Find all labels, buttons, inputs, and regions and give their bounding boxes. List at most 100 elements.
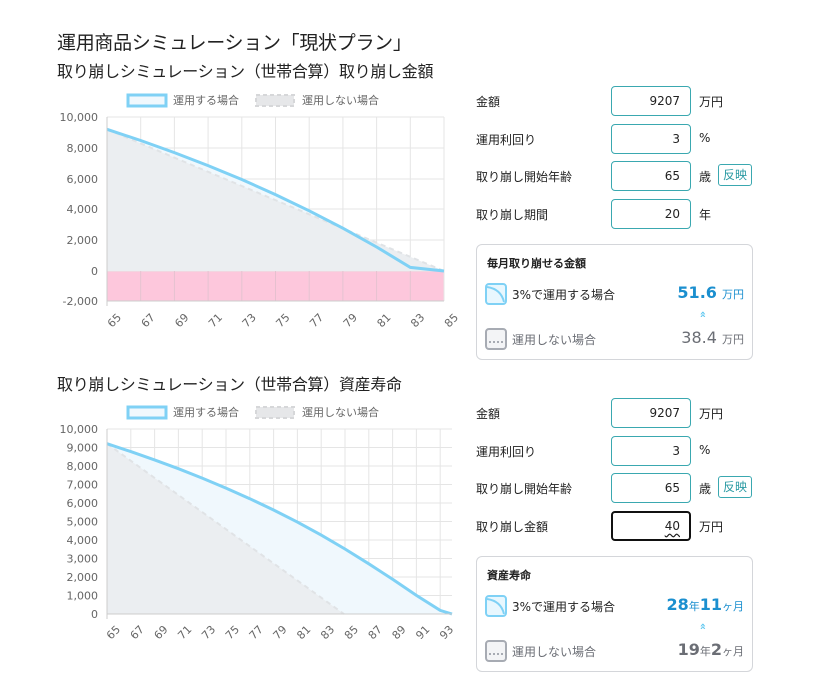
start-age-label: 取り崩し開始年齢	[476, 482, 573, 496]
yield-label: 運用利回り	[476, 445, 537, 459]
legend-swatch-with-invest	[126, 405, 168, 420]
legend-label-with-invest: 運用する場合	[173, 405, 239, 419]
yield-unit: %	[699, 131, 711, 145]
chart1-plot	[106, 116, 445, 306]
svg-text:65: 65	[105, 311, 124, 330]
withdrawal-period-input[interactable]: 20	[611, 199, 691, 229]
form2-yield-row: 運用利回り 3 %	[476, 436, 766, 466]
chart1-x-axis: 65 67 69 71 73 75 77 79 81 83 85	[105, 311, 460, 330]
apply-button[interactable]: 反映	[718, 164, 753, 186]
svg-text:73: 73	[199, 623, 218, 642]
form1-amount-row: 金額 9207 万円	[476, 86, 766, 116]
chart2-plot	[106, 428, 453, 619]
withdrawal-amount-input[interactable]: 40	[611, 511, 691, 541]
apply-button[interactable]: 反映	[718, 476, 753, 498]
asset-longevity-chart: 運用する場合 運用しない場合	[60, 405, 457, 642]
svg-text:83: 83	[318, 623, 337, 642]
svg-text:8,000: 8,000	[67, 460, 99, 473]
without-invest-label: 運用しない場合	[512, 333, 597, 347]
svg-text:8,000: 8,000	[67, 142, 99, 155]
legend-label-without-invest: 運用しない場合	[302, 405, 379, 419]
with-invest-label: 3%で運用する場合	[512, 600, 616, 614]
svg-text:0: 0	[91, 608, 98, 621]
svg-text:75: 75	[223, 623, 242, 642]
svg-text:2,000: 2,000	[67, 571, 99, 584]
with-invest-row: 3%で運用する場合 51.6 万円	[485, 283, 744, 305]
page-title: 運用商品シミュレーション「現状プラン」	[57, 32, 412, 54]
form1-start-age-row: 取り崩し開始年齢 65 歳 反映	[476, 161, 766, 191]
legend-swatch-without-invest	[255, 94, 295, 107]
svg-text:67: 67	[139, 311, 158, 330]
no-invest-dotted-icon	[485, 640, 507, 662]
withdrawal-amount-unit: 万円	[699, 520, 724, 534]
chart1-y-axis: 10,000 8,000 6,000 4,000 2,000 0 -2,000	[60, 111, 99, 308]
yield-unit: %	[699, 443, 711, 457]
start-age-input[interactable]: 65	[611, 161, 691, 191]
without-invest-row: 運用しない場合 19年2ヶ月	[485, 640, 744, 662]
svg-text:75: 75	[273, 311, 292, 330]
svg-text:5,000: 5,000	[67, 516, 99, 529]
card-title: 資産寿命	[487, 569, 531, 582]
section2-title: 取り崩しシミュレーション（世帯合算）資産寿命	[57, 375, 402, 394]
svg-text:6,000: 6,000	[67, 497, 99, 510]
withdrawal-amount-chart: 運用する場合 運用しない場合	[60, 93, 461, 330]
svg-text:77: 77	[307, 311, 326, 330]
amount-input[interactable]: 9207	[611, 86, 691, 116]
svg-text:3,000: 3,000	[67, 553, 99, 566]
svg-text:10,000: 10,000	[60, 423, 99, 436]
svg-text:81: 81	[294, 623, 313, 642]
without-invest-row: 運用しない場合 38.4 万円	[485, 328, 744, 350]
amount-input[interactable]: 9207	[611, 398, 691, 428]
form2-start-age-row: 取り崩し開始年齢 65 歳 反映	[476, 473, 766, 503]
with-invest-value: 51.6 万円	[677, 283, 744, 302]
svg-text:1,000: 1,000	[67, 590, 99, 603]
legend-label-without-invest: 運用しない場合	[302, 93, 379, 107]
start-age-input[interactable]: 65	[611, 473, 691, 503]
svg-text:83: 83	[408, 311, 427, 330]
svg-text:10,000: 10,000	[60, 111, 99, 124]
no-invest-dotted-icon	[485, 328, 507, 350]
svg-text:6,000: 6,000	[67, 173, 99, 186]
monthly-withdrawal-card: 毎月取り崩せる金額 3%で運用する場合 51.6 万円 » 運用しない場合 38…	[476, 244, 753, 360]
without-invest-value: 19年2ヶ月	[677, 640, 744, 659]
withdrawal-period-label: 取り崩し期間	[476, 208, 549, 222]
start-age-label: 取り崩し開始年齢	[476, 170, 573, 184]
with-invest-value: 28年11ヶ月	[666, 595, 744, 614]
svg-text:91: 91	[413, 623, 432, 642]
without-invest-label: 運用しない場合	[512, 645, 597, 659]
svg-text:85: 85	[442, 311, 460, 330]
start-age-unit: 歳	[699, 482, 712, 496]
svg-text:93: 93	[437, 623, 456, 642]
svg-text:81: 81	[375, 311, 394, 330]
svg-text:7,000: 7,000	[67, 479, 99, 492]
svg-text:65: 65	[104, 623, 123, 642]
form2-amount-row: 金額 9207 万円	[476, 398, 766, 428]
svg-text:77: 77	[247, 623, 266, 642]
card-title: 毎月取り崩せる金額	[487, 257, 586, 270]
svg-text:87: 87	[366, 623, 385, 642]
legend-swatch-with-invest	[126, 93, 168, 108]
svg-text:89: 89	[390, 623, 409, 642]
invest-line-icon	[485, 283, 507, 305]
svg-text:4,000: 4,000	[67, 203, 99, 216]
without-invest-value: 38.4 万円	[681, 328, 744, 347]
section1-title: 取り崩しシミュレーション（世帯合算）取り崩し金額	[57, 62, 434, 81]
svg-text:79: 79	[341, 311, 360, 330]
svg-text:-2,000: -2,000	[63, 295, 98, 308]
svg-text:71: 71	[175, 623, 194, 642]
amount-unit: 万円	[699, 95, 724, 109]
svg-text:9,000: 9,000	[67, 442, 99, 455]
with-invest-row: 3%で運用する場合 28年11ヶ月	[485, 595, 744, 617]
svg-text:73: 73	[240, 311, 259, 330]
yield-input[interactable]: 3	[611, 436, 691, 466]
amount-unit: 万円	[699, 407, 724, 421]
chevron-up-icon: »	[696, 622, 710, 631]
start-age-unit: 歳	[699, 170, 712, 184]
withdrawal-period-unit: 年	[699, 208, 712, 222]
yield-label: 運用利回り	[476, 133, 537, 147]
asset-longevity-card: 資産寿命 3%で運用する場合 28年11ヶ月 » 運用しない場合 19年2ヶ月	[476, 556, 753, 672]
svg-text:79: 79	[271, 623, 290, 642]
chart2-y-axis: 10,000 9,000 8,000 7,000 6,000 5,000 4,0…	[60, 423, 99, 621]
yield-input[interactable]: 3	[611, 124, 691, 154]
chevron-up-icon: »	[696, 310, 710, 319]
